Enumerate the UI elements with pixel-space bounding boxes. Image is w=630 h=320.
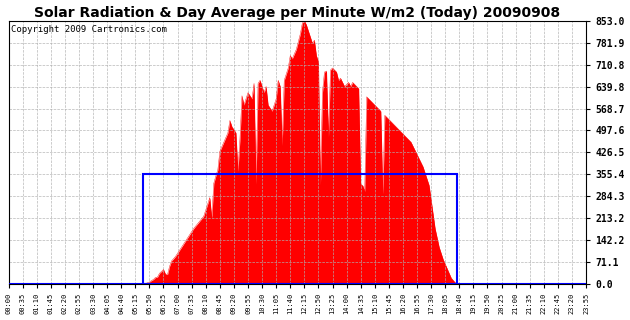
Title: Solar Radiation & Day Average per Minute W/m2 (Today) 20090908: Solar Radiation & Day Average per Minute… (34, 5, 560, 20)
Text: Copyright 2009 Cartronics.com: Copyright 2009 Cartronics.com (11, 25, 168, 34)
Bar (144, 174, 457, 284)
